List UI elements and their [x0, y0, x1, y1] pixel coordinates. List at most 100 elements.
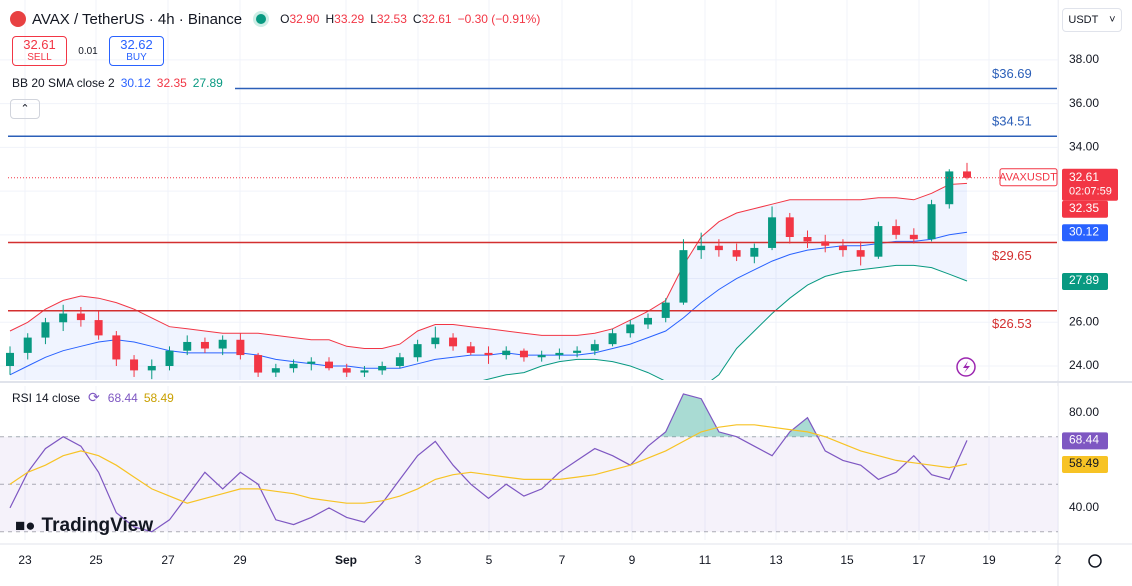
- logo-mark: ■●: [15, 516, 36, 535]
- symbol-tag-box: [999, 168, 1058, 187]
- candle-body: [874, 226, 883, 257]
- collapse-button[interactable]: ⌃: [10, 99, 40, 119]
- bb-upper-line: [9, 182, 968, 349]
- candle-body: [130, 359, 139, 371]
- bb-lower-tag-box: [1062, 272, 1108, 290]
- lightning-icon[interactable]: [956, 357, 976, 377]
- ohlc-value: 32.90: [289, 12, 320, 26]
- axes: 24.0026.0028.0030.0032.0034.0036.0038.00…: [18, 52, 1118, 567]
- candle-body: [626, 324, 635, 334]
- candle-body: [963, 171, 971, 178]
- rsi-value: 68.44: [107, 390, 138, 405]
- rsi-line: [9, 393, 968, 533]
- bb-basis-tag: 30.12: [1069, 224, 1099, 238]
- ohlc-label: H: [325, 12, 335, 26]
- candle-body: [378, 366, 387, 371]
- x-tick-label: 5: [486, 553, 493, 567]
- x-tick-label: 29: [233, 553, 247, 567]
- settings-icon[interactable]: [1088, 554, 1102, 568]
- candle-body: [289, 363, 298, 369]
- candle-body: [94, 320, 103, 336]
- bb-basis-tag-box: [1062, 224, 1108, 242]
- candle-body: [732, 250, 741, 257]
- rsi-ma-value: 58.49: [143, 390, 174, 405]
- bb-lower-line: [482, 264, 968, 380]
- candle-body: [821, 241, 830, 246]
- candle-body: [431, 337, 440, 345]
- rsi-band: [0, 436, 1058, 532]
- y-tick-label: 36.00: [1069, 96, 1099, 110]
- candle-body: [555, 352, 564, 356]
- candle-body: [236, 339, 245, 356]
- candle-body: [325, 361, 333, 369]
- candle-body: [892, 226, 901, 235]
- x-tick-label: 3: [415, 553, 422, 567]
- candle-body: [449, 337, 458, 347]
- candle-body: [644, 317, 652, 325]
- candle-body: [927, 204, 936, 240]
- band-fill: [10, 183, 967, 380]
- y-tick-label: 24.00: [1069, 358, 1099, 372]
- bb-legend-title: BB 20 SMA close 2: [12, 76, 115, 90]
- candle-body: [76, 313, 85, 321]
- candle-body: [661, 302, 670, 318]
- buy-label: BUY: [126, 52, 147, 63]
- bb-legend: BB 20 SMA close 2 30.12 32.35 27.89: [12, 76, 223, 90]
- ohlc-label: L: [370, 12, 377, 26]
- ohlc-change: −0.30 (−0.91%): [457, 12, 541, 26]
- coin-icon: [10, 11, 26, 27]
- candle-body: [395, 357, 404, 367]
- bb-upper-tag-box: [1062, 200, 1108, 218]
- candle-body: [466, 346, 475, 353]
- ohlc-item: O32.90: [280, 12, 319, 26]
- rsi-tick-label: 80.00: [1069, 405, 1099, 419]
- rsi-tag-box: [1062, 432, 1108, 450]
- candle-body: [537, 355, 546, 358]
- ohlc-value: 32.61: [421, 12, 452, 26]
- candle-body: [838, 245, 847, 251]
- candle-body: [360, 370, 369, 373]
- level-label: $26.53: [992, 316, 1032, 331]
- trade-buttons: 32.61 SELL 0.01 32.62 BUY: [12, 36, 164, 66]
- x-tick-label: 17: [912, 553, 926, 567]
- candle-body: [608, 333, 617, 345]
- x-tick-label: 23: [18, 553, 32, 567]
- level-label: $29.65: [992, 248, 1032, 263]
- x-tick-label: 11: [699, 553, 712, 567]
- dropdown-caret: ˅: [1109, 14, 1116, 26]
- candle-body: [856, 250, 865, 257]
- ohlc-label: O: [280, 12, 290, 26]
- currency: USDT: [1068, 14, 1099, 26]
- buy-price: 32.62: [120, 37, 153, 52]
- currency-select[interactable]: USDT ˅: [1062, 8, 1122, 32]
- candle-body: [59, 313, 68, 323]
- rsi-legend: RSI 14 close ⟳ 68.44 58.49: [12, 389, 174, 406]
- candle-body: [519, 350, 528, 358]
- candle-body: [23, 337, 32, 353]
- candle-body: [909, 234, 918, 240]
- bb-lower-value: 27.89: [192, 76, 223, 90]
- candle-body: [6, 352, 14, 367]
- candle-body: [342, 368, 351, 373]
- logo: ■● TradingView: [15, 515, 153, 537]
- buy-button[interactable]: 32.62 BUY: [109, 36, 164, 66]
- level-label: $36.69: [992, 66, 1032, 81]
- ohlc-item: L32.53: [370, 12, 407, 26]
- x-tick-label: 2: [1055, 553, 1062, 567]
- y-tick-label: 38.00: [1069, 52, 1099, 66]
- sell-price: 32.61: [23, 37, 56, 52]
- rsi-tag-box: [1062, 456, 1108, 474]
- candle-body: [502, 350, 511, 356]
- sell-button[interactable]: 32.61 SELL: [12, 36, 67, 66]
- rsi-legend-title: RSI 14 close: [12, 390, 81, 405]
- rsi-icon: ⟳: [88, 389, 100, 405]
- symbol-title: AVAX / TetherUS · 4h · Binance: [32, 10, 243, 28]
- candle-body: [803, 237, 812, 242]
- bb-lower-tag: 27.89: [1069, 273, 1099, 287]
- bb-upper-tag: 32.35: [1069, 201, 1099, 215]
- ohlc-value: 32.53: [376, 12, 407, 26]
- x-tick-label: 9: [629, 553, 636, 567]
